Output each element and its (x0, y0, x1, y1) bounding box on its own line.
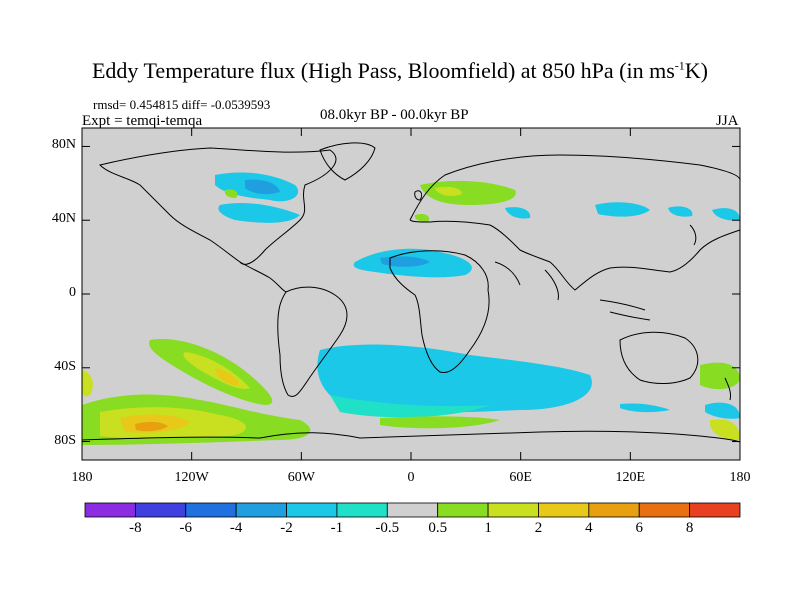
colorbar-swatch (588, 502, 640, 518)
colorbar-swatch (689, 502, 741, 518)
coastlines (81, 142, 741, 443)
field-iberia-green (414, 213, 430, 222)
title-text: Eddy Temperature flux (High Pass, Bloomf… (91, 58, 675, 83)
colorbar-label: -4 (229, 520, 243, 536)
y-tick-label: 40S (54, 358, 76, 374)
colorbar-swatch (336, 502, 388, 518)
colorbar-label: -0.5 (375, 520, 400, 536)
colorbar-label: -1 (330, 520, 344, 536)
y-tick-label: 40N (51, 211, 76, 227)
field-pacific-streak-yellow (215, 368, 239, 386)
y-tick-label: 80S (54, 432, 76, 448)
x-tick-label: 180 (729, 470, 751, 485)
anomaly-fields (82, 172, 740, 445)
field-ross-yellowgreen (710, 419, 740, 440)
y-tick-label: 0 (69, 285, 76, 300)
field-hudson-blue (245, 179, 280, 195)
colorbar (84, 502, 741, 518)
colorbar-swatch (185, 502, 237, 518)
colorbar-label: 8 (685, 520, 694, 536)
axis-ticks (81, 128, 741, 460)
colorbar-swatch (386, 502, 439, 518)
field-west-edge-yellowgreen (82, 370, 93, 397)
x-tick-label: 60W (287, 470, 315, 485)
field-europe-yellowgreen (435, 186, 462, 196)
colorbar-swatch (638, 502, 691, 518)
field-north-pacific-cyan (712, 208, 740, 221)
y-tick-label: 80N (51, 137, 76, 153)
field-tasman-green (700, 362, 740, 390)
title-unit: K) (684, 58, 708, 83)
colorbar-label: -2 (280, 520, 293, 536)
plot-title: Eddy Temperature flux (High Pass, Bloomf… (0, 58, 800, 84)
colorbar-label: -6 (179, 520, 193, 536)
field-asia-cyan (595, 202, 650, 217)
colorbar-swatch (437, 502, 489, 518)
field-japan-cyan (668, 206, 693, 217)
field-canada-green (224, 189, 238, 198)
colorbar-label: -8 (129, 520, 142, 536)
period-label: 08.0kyr BP - 00.0kyr BP (320, 107, 469, 123)
field-south-atlantic-cyan (317, 344, 592, 413)
colorbar-swatch (134, 502, 187, 518)
field-indian-cyan (620, 403, 670, 413)
x-tick-label: 0 (407, 470, 415, 485)
field-north-atlantic-cyan (218, 203, 300, 223)
title-superscript: -1 (674, 58, 685, 73)
x-tick-label: 120W (174, 470, 209, 485)
colorbar-swatch (84, 502, 136, 518)
field-south-atlantic-turquoise (330, 395, 490, 418)
colorbar-swatch (487, 502, 539, 518)
colorbar-label: 6 (635, 520, 643, 536)
field-mediterranean-cyan (505, 207, 531, 219)
field-sahara-blue (380, 256, 430, 267)
colorbar-label: 0.5 (428, 520, 448, 536)
colorbar-label: 2 (534, 520, 543, 536)
colorbar-swatch (286, 502, 338, 518)
experiment-label: Expt = temqi-temqa (82, 113, 203, 129)
colorbar-swatch (235, 502, 287, 518)
season-label: JJA (716, 113, 739, 129)
field-southern-ocean-green (380, 416, 500, 429)
stats-text: rmsd= 0.454815 diff= -0.0539593 (93, 97, 271, 112)
field-south-indian-cyan (705, 402, 740, 419)
x-tick-label: 180 (71, 470, 93, 485)
field-south-pacific-orange (135, 421, 168, 432)
x-tick-label: 120E (615, 470, 646, 485)
colorbar-label: 4 (585, 520, 593, 536)
colorbar-label: 1 (484, 520, 492, 536)
x-tick-label: 60E (509, 470, 532, 485)
colorbar-swatch (538, 502, 590, 518)
